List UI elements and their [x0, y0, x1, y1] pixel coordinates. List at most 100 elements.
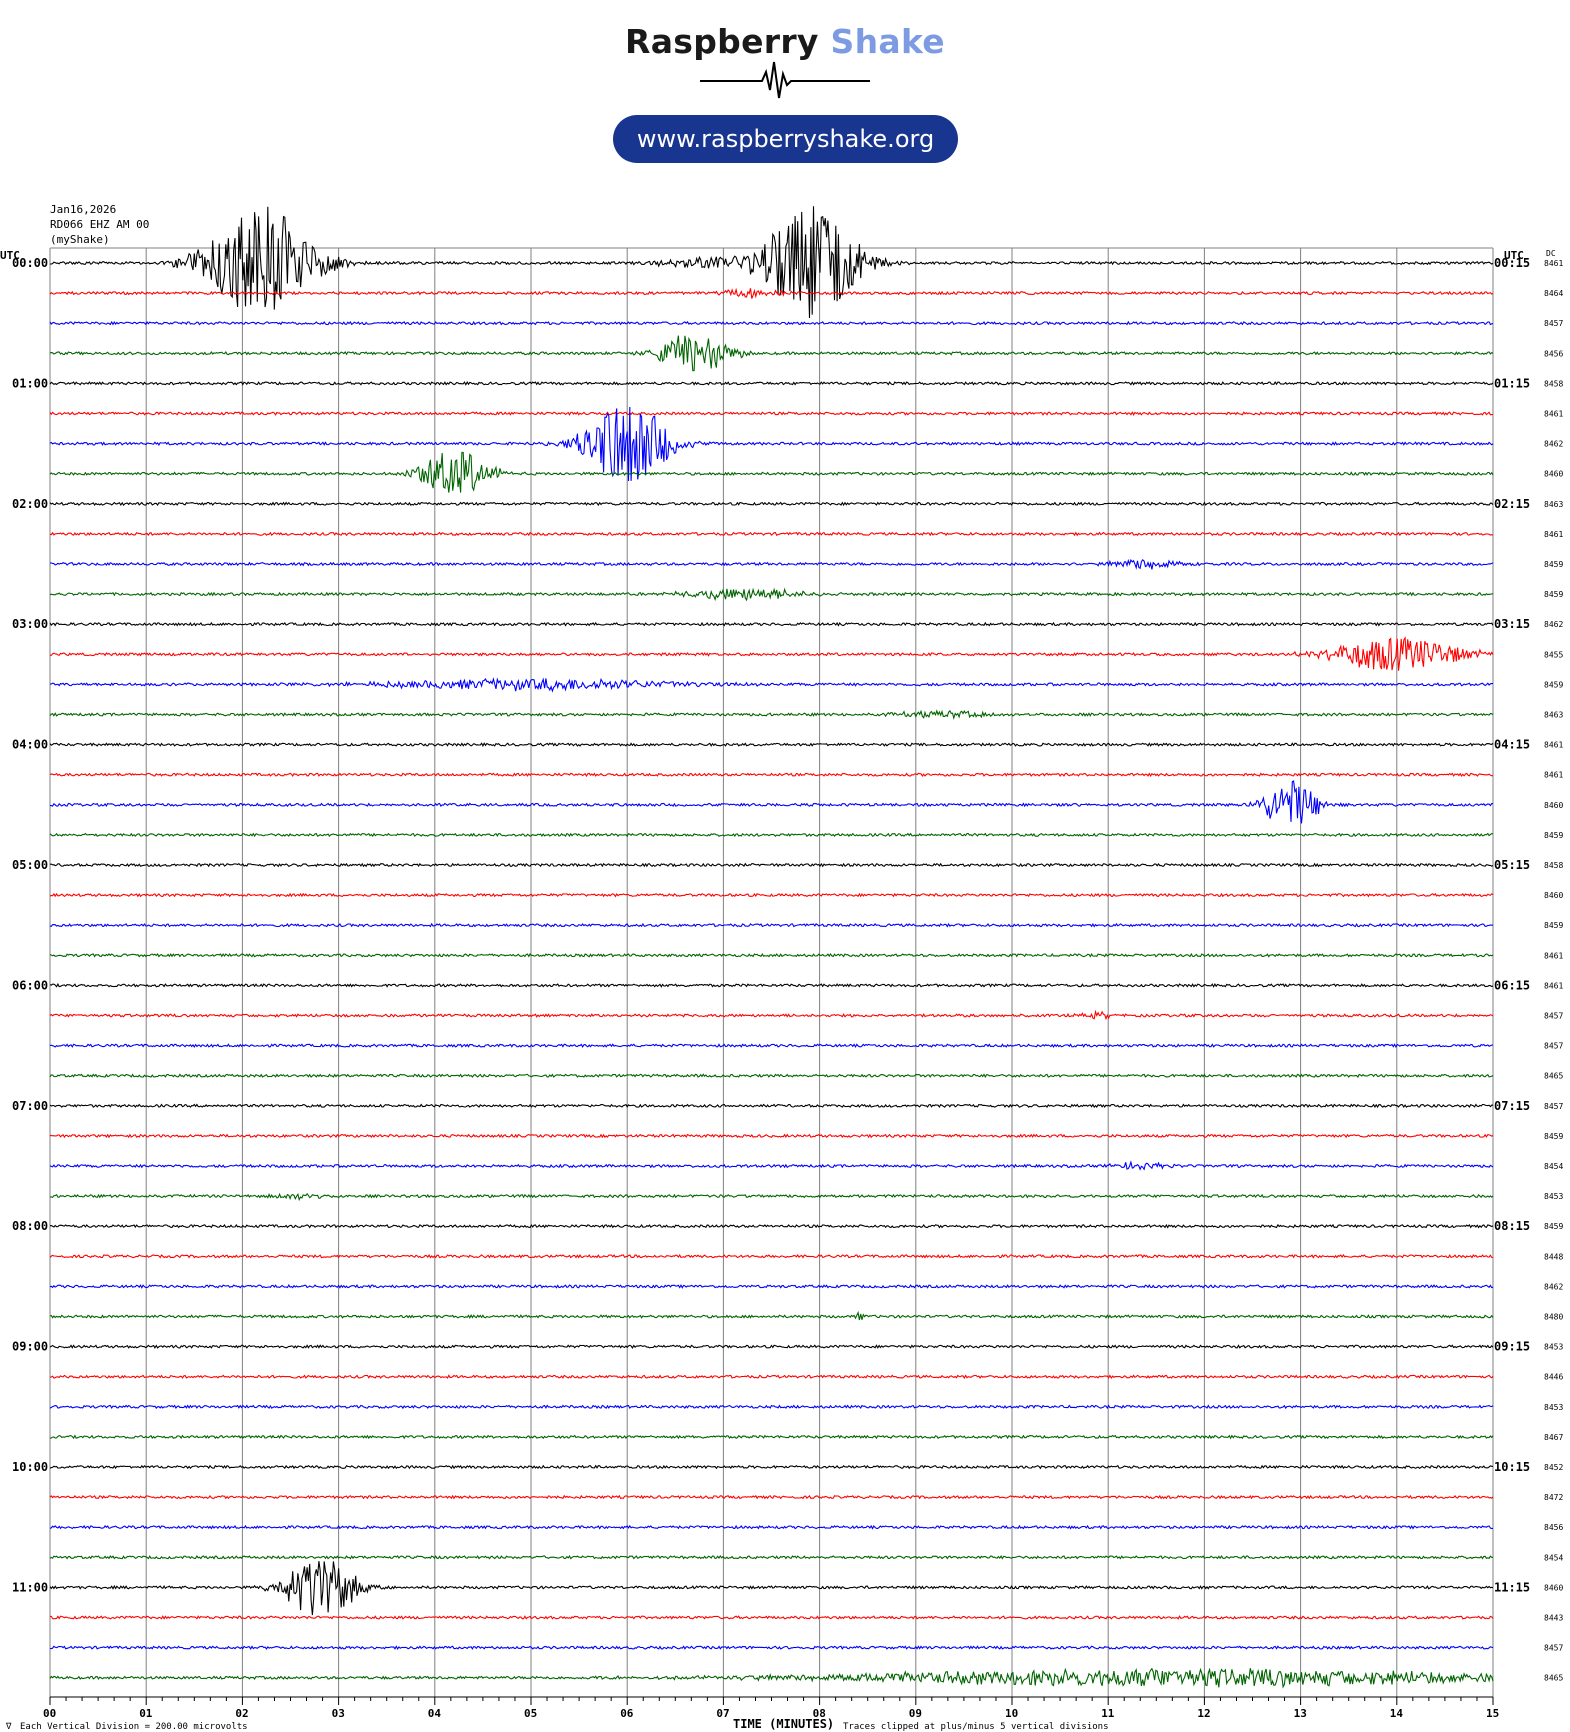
dc-value: 8461: [1544, 259, 1563, 268]
trace-line: [49, 381, 1494, 386]
left-time-label: 04:00: [12, 738, 48, 752]
dc-value: 8461: [1544, 951, 1563, 960]
trace-line: [49, 1524, 1494, 1530]
trace-line: [49, 587, 1494, 602]
website-link[interactable]: www.raspberryshake.org: [613, 115, 958, 163]
dc-value: 8454: [1544, 1162, 1563, 1171]
station-source: (myShake): [50, 233, 110, 246]
x-tick-label: 01: [139, 1707, 153, 1720]
x-tick-label: 12: [1197, 1707, 1210, 1720]
dc-value: 8462: [1544, 440, 1563, 449]
dc-value: 8459: [1544, 921, 1563, 930]
dc-value: 8459: [1544, 560, 1563, 569]
left-time-label: 00:00: [12, 256, 48, 270]
right-time-label: 11:15: [1494, 1580, 1530, 1594]
chart-traces: [49, 206, 1494, 1689]
trace-line: [49, 558, 1494, 570]
chart-grid: [49, 247, 1494, 1705]
left-time-label: 03:00: [12, 617, 48, 631]
trace-line: [49, 451, 1494, 493]
footer-mark: ∇: [5, 1722, 12, 1732]
x-tick-label: 11: [1101, 1707, 1115, 1720]
dc-value: 8462: [1544, 1282, 1563, 1291]
left-time-label: 08:00: [12, 1219, 48, 1233]
trace-line: [49, 1561, 1494, 1616]
x-tick-label: 05: [524, 1707, 537, 1720]
left-time-label: 06:00: [12, 978, 48, 992]
trace-line: [49, 1404, 1494, 1410]
station-date: Jan16,2026: [50, 203, 117, 216]
trace-line: [49, 1043, 1494, 1049]
trace-line: [49, 892, 1494, 898]
trace-line: [49, 832, 1494, 838]
header: Raspberry Shake www.raspberryshake.org: [0, 0, 1570, 170]
dc-value: 8460: [1544, 891, 1563, 900]
right-time-label: 10:15: [1494, 1460, 1530, 1474]
right-time-label: 08:15: [1494, 1219, 1530, 1233]
seismograph-logo-icon: [700, 61, 870, 99]
trace-line: [49, 1344, 1494, 1349]
dc-value: 8459: [1544, 1222, 1563, 1231]
clip-note: Traces clipped at plus/minus 5 vertical …: [843, 1722, 1109, 1732]
dc-value: 8458: [1544, 379, 1563, 388]
x-tick-label: 04: [428, 1707, 442, 1720]
dc-value: 8457: [1544, 1042, 1563, 1051]
right-time-label: 09:15: [1494, 1340, 1530, 1354]
dc-value: 8460: [1544, 470, 1563, 479]
trace-line: [49, 1133, 1494, 1139]
brand-title: Raspberry Shake: [0, 22, 1570, 61]
x-tick-label: 06: [620, 1707, 634, 1720]
trace-line: [49, 320, 1494, 326]
trace-line: [49, 1073, 1494, 1079]
dc-value: 8453: [1544, 1192, 1563, 1201]
dc-value: 8467: [1544, 1433, 1563, 1442]
left-time-label: 01:00: [12, 376, 48, 390]
dc-value: 8457: [1544, 1102, 1563, 1111]
dc-value: 8453: [1544, 1343, 1563, 1352]
right-time-label: 01:15: [1494, 376, 1530, 390]
trace-line: [49, 206, 1494, 319]
dc-value: 8464: [1544, 289, 1563, 298]
trace-line: [49, 531, 1494, 537]
trace-line: [49, 335, 1494, 372]
right-time-label: 02:15: [1494, 497, 1530, 511]
dc-value: 8461: [1544, 771, 1563, 780]
right-time-label: 03:15: [1494, 617, 1530, 631]
dc-value: 8463: [1544, 711, 1563, 720]
dc-value: 8454: [1544, 1553, 1563, 1562]
right-time-label: 04:15: [1494, 738, 1530, 752]
chart-labels: 00 01 02 03 04 05 06 07 08 09 10 11 12 13 14 15 UTC UTC DC…: [0, 249, 1563, 1720]
trace-line: [49, 1223, 1494, 1229]
dc-value: 8456: [1544, 349, 1563, 358]
x-tick-label: 07: [716, 1707, 729, 1720]
right-time-label: 05:15: [1494, 858, 1530, 872]
x-tick-label: 08: [813, 1707, 826, 1720]
left-axis-header: UTC: [0, 249, 20, 262]
brand-name-part1: Raspberry: [625, 22, 819, 61]
trace-line: [49, 982, 1494, 988]
x-tick-label: 10: [1005, 1707, 1018, 1720]
dc-value: 8461: [1544, 410, 1563, 419]
trace-line: [49, 677, 1493, 693]
trace-line: [49, 1160, 1494, 1171]
dc-value: 8457: [1544, 319, 1563, 328]
trace-line: [49, 709, 1494, 720]
left-time-label: 10:00: [12, 1460, 48, 1474]
station-info: Jan16,2026 RD066 EHZ AM 00 (myShake): [50, 202, 149, 247]
trace-line: [49, 1103, 1494, 1109]
dc-value: 8443: [1544, 1614, 1563, 1623]
dc-value: 8462: [1544, 620, 1563, 629]
left-time-label: 05:00: [12, 858, 48, 872]
dc-value: 8459: [1544, 831, 1563, 840]
trace-line: [49, 1434, 1494, 1440]
trace-line: [49, 772, 1494, 778]
dc-value: 8480: [1544, 1313, 1563, 1322]
trace-line: [49, 287, 1494, 299]
trace-line: [49, 952, 1494, 958]
trace-line: [49, 1310, 1494, 1321]
dc-value: 8472: [1544, 1493, 1563, 1502]
dc-value: 8455: [1544, 650, 1563, 659]
left-time-label: 09:00: [12, 1340, 48, 1354]
dc-value: 8448: [1544, 1252, 1563, 1261]
trace-line: [49, 406, 1494, 482]
